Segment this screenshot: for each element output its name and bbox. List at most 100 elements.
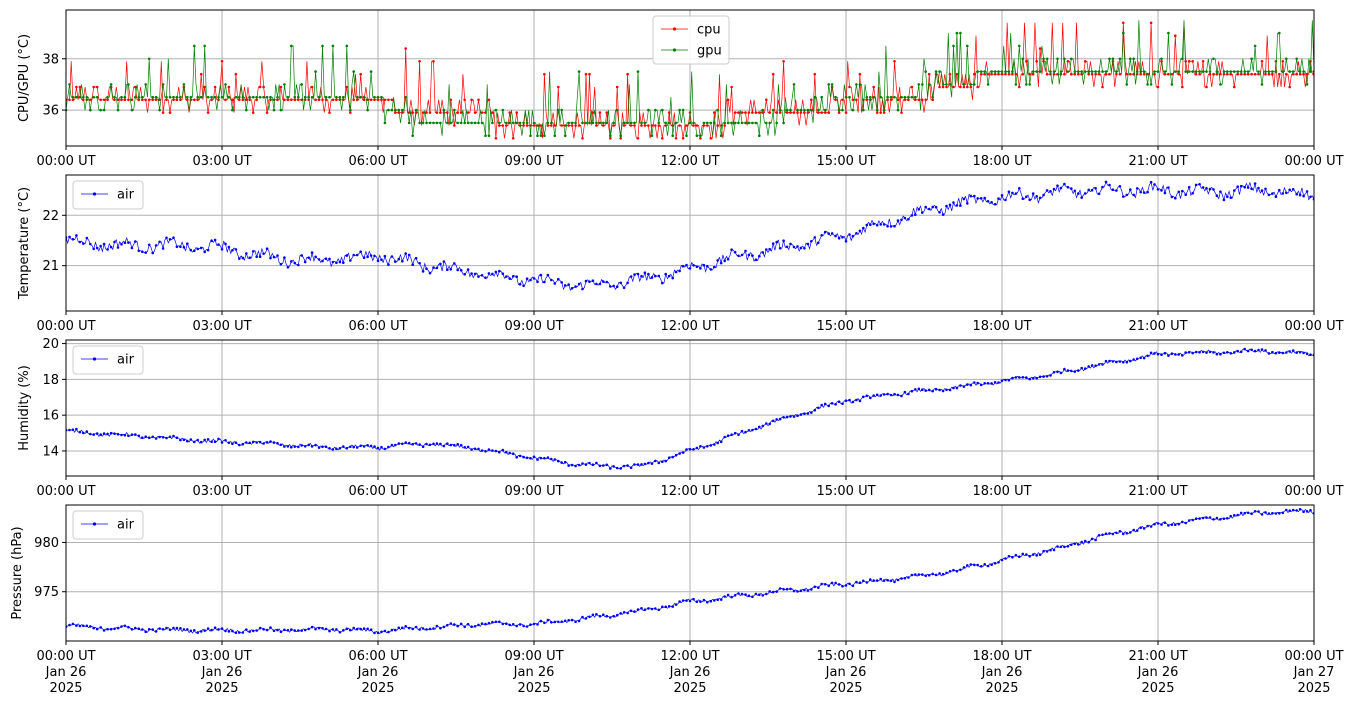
data-point-air xyxy=(227,441,231,445)
data-point-air xyxy=(1066,369,1070,372)
data-point-air xyxy=(1149,525,1153,528)
data-point-gpu xyxy=(952,44,955,48)
series-group xyxy=(66,20,1314,140)
data-point-air xyxy=(782,239,785,242)
data-point-gpu xyxy=(775,121,778,125)
data-point-air xyxy=(1239,350,1243,354)
data-point-cpu xyxy=(1246,72,1250,76)
data-point-gpu xyxy=(827,83,830,86)
data-point-gpu xyxy=(335,95,338,99)
data-point-air xyxy=(834,581,837,585)
data-point-air xyxy=(501,448,505,452)
data-point-air xyxy=(872,222,875,226)
data-point-cpu xyxy=(1011,72,1014,76)
data-point-air xyxy=(678,600,681,603)
data-point-air xyxy=(380,258,383,262)
data-point-air xyxy=(286,445,290,448)
data-point-air xyxy=(421,270,425,273)
data-point-cpu xyxy=(508,111,512,114)
data-point-air xyxy=(505,622,508,625)
data-point-air xyxy=(796,245,799,248)
data-point-air xyxy=(328,447,331,450)
data-point-gpu xyxy=(144,83,147,86)
data-point-cpu xyxy=(782,60,785,63)
data-point-air xyxy=(1059,545,1063,549)
data-point-cpu xyxy=(1264,72,1267,76)
data-point-air xyxy=(948,388,952,392)
data-point-cpu xyxy=(959,85,962,89)
data-point-air xyxy=(1295,351,1298,354)
data-point-air xyxy=(1167,524,1170,527)
data-point-air xyxy=(283,445,286,448)
data-point-cpu xyxy=(1004,72,1007,76)
data-point-air xyxy=(636,272,640,276)
data-point-air xyxy=(349,259,352,262)
data-point-gpu xyxy=(234,95,238,99)
data-point-air xyxy=(671,455,674,459)
data-point-air xyxy=(733,594,737,597)
data-point-gpu xyxy=(955,31,959,35)
data-point-air xyxy=(518,623,522,626)
data-point-air xyxy=(636,463,640,466)
data-point-cpu xyxy=(723,124,726,127)
data-point-cpu xyxy=(584,72,588,76)
data-point-air xyxy=(175,245,179,248)
data-point-cpu xyxy=(491,111,494,114)
data-point-air xyxy=(501,272,505,276)
data-point-air xyxy=(92,433,95,436)
data-point-air xyxy=(494,449,498,453)
data-point-gpu xyxy=(338,95,342,99)
data-point-air xyxy=(706,601,709,604)
data-point-air xyxy=(633,273,636,276)
data-point-air xyxy=(387,263,390,266)
data-point-air xyxy=(862,579,865,583)
data-point-air xyxy=(366,255,369,259)
data-point-cpu xyxy=(102,98,106,102)
data-point-air xyxy=(508,623,512,627)
data-point-air xyxy=(529,457,532,460)
data-point-air xyxy=(875,224,879,227)
data-point-air xyxy=(1011,556,1014,559)
data-point-air xyxy=(248,256,251,260)
data-point-gpu xyxy=(726,121,730,125)
data-point-air xyxy=(1226,351,1229,354)
data-point-air xyxy=(1070,543,1073,547)
data-point-air xyxy=(927,388,931,392)
data-point-air xyxy=(85,236,89,240)
data-point-air xyxy=(855,398,858,402)
data-point-air xyxy=(456,268,460,272)
data-point-air xyxy=(220,248,224,251)
data-point-air xyxy=(733,431,737,435)
data-point-air xyxy=(723,259,726,263)
data-point-cpu xyxy=(251,111,255,114)
data-point-air xyxy=(903,576,907,580)
data-point-air xyxy=(820,234,823,237)
data-point-gpu xyxy=(446,121,449,125)
legend-label-cpu: cpu xyxy=(697,23,721,38)
data-point-air xyxy=(82,431,85,435)
data-point-air xyxy=(609,467,612,470)
data-point-cpu xyxy=(747,111,751,114)
data-point-air xyxy=(1049,548,1052,552)
x-tick-label: 06:00 UT xyxy=(348,154,407,169)
data-point-air xyxy=(768,590,771,593)
data-point-gpu xyxy=(248,95,251,99)
data-point-air xyxy=(238,257,241,260)
legend-marker-gpu xyxy=(672,48,677,52)
data-point-air xyxy=(1045,189,1049,192)
data-point-air xyxy=(591,463,595,467)
data-point-gpu xyxy=(681,108,685,112)
data-point-air xyxy=(255,255,258,259)
data-point-gpu xyxy=(914,95,917,99)
data-point-air xyxy=(397,257,401,261)
data-point-gpu xyxy=(626,121,629,125)
data-point-air xyxy=(487,621,491,625)
data-point-air xyxy=(536,623,539,626)
data-point-air xyxy=(869,223,872,226)
data-point-air xyxy=(1125,532,1129,535)
data-point-air xyxy=(1267,193,1271,197)
data-point-air xyxy=(664,272,667,276)
data-point-cpu xyxy=(692,124,695,127)
data-point-gpu xyxy=(1021,57,1025,61)
